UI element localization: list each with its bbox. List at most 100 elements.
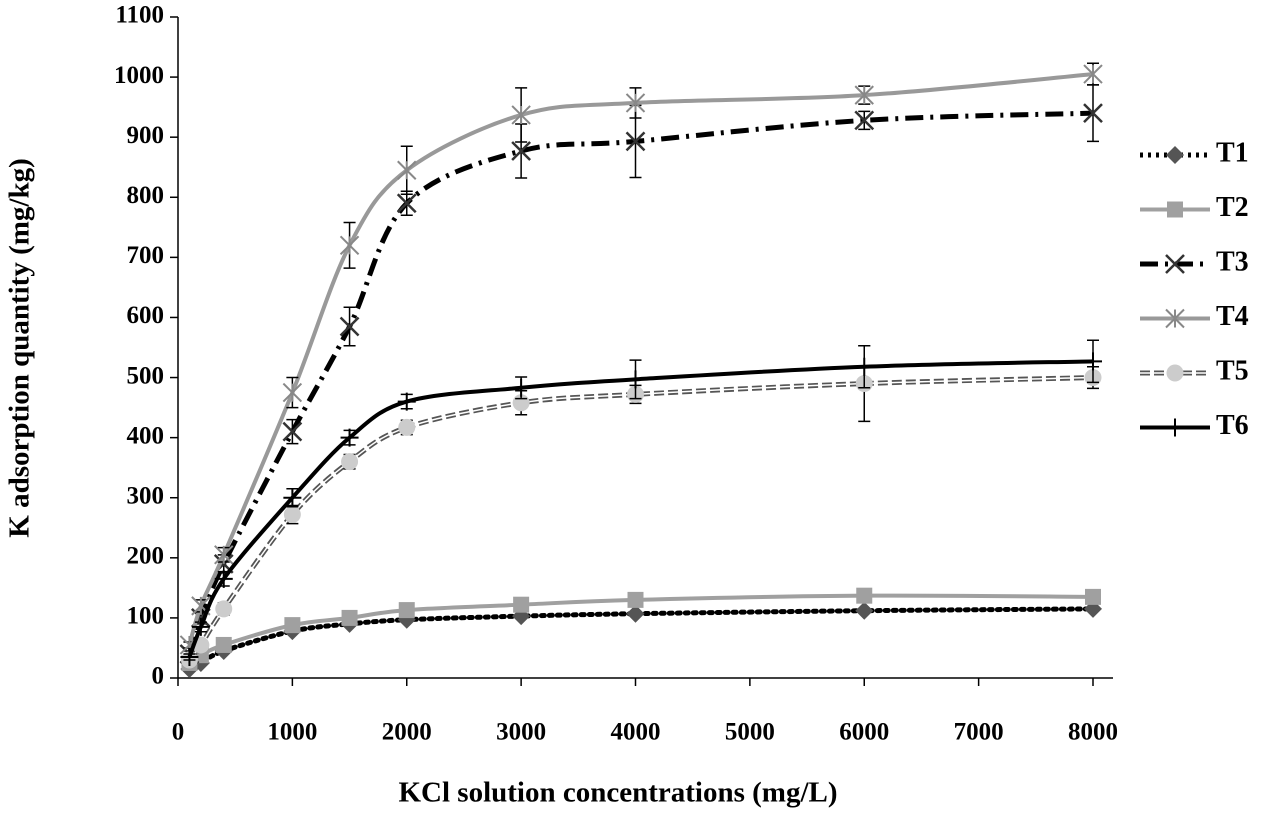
x-tick-label: 0 <box>172 719 185 746</box>
marker-part <box>627 591 644 608</box>
legend-label: T5 <box>1216 355 1249 386</box>
marker-part <box>341 453 359 471</box>
y-tick-label: 1100 <box>115 2 164 29</box>
marker-part <box>282 421 303 442</box>
series-line-inner <box>188 376 1094 661</box>
marker <box>625 131 646 152</box>
marker-part <box>283 506 301 524</box>
marker <box>855 357 874 376</box>
marker-part <box>215 600 233 618</box>
marker <box>398 602 415 619</box>
marker <box>854 110 875 131</box>
marker-part <box>1166 146 1184 164</box>
marker-part <box>626 370 645 389</box>
marker-part <box>397 392 416 411</box>
y-tick-label: 900 <box>127 122 165 149</box>
legend-label: T6 <box>1216 410 1249 441</box>
marker-part <box>626 604 645 623</box>
marker <box>512 378 531 397</box>
x-tick-label: 7000 <box>954 719 1004 746</box>
x-tick-label: 1000 <box>267 719 317 746</box>
y-tick-label: 600 <box>127 302 165 329</box>
marker-part <box>396 193 417 214</box>
marker <box>191 617 210 636</box>
marker <box>180 647 199 666</box>
x-tick-label: 3000 <box>496 719 546 746</box>
marker <box>1165 254 1185 274</box>
marker <box>341 453 359 471</box>
marker <box>1166 364 1184 382</box>
x-tick-label: 6000 <box>839 719 889 746</box>
marker-part <box>1085 588 1101 605</box>
marker <box>626 370 645 389</box>
marker <box>1084 352 1102 371</box>
marker <box>282 421 303 442</box>
marker-part <box>1166 418 1184 437</box>
y-tick-label: 1000 <box>114 62 164 89</box>
marker <box>340 428 359 447</box>
legend-label: T2 <box>1216 192 1249 223</box>
marker-part <box>1165 308 1185 329</box>
marker-part <box>1165 254 1185 274</box>
marker <box>627 591 644 608</box>
marker <box>396 193 417 214</box>
marker <box>626 604 645 623</box>
y-tick-label: 800 <box>127 182 165 209</box>
marker <box>513 596 530 613</box>
y-tick-label: 700 <box>127 242 165 269</box>
marker <box>1166 146 1184 164</box>
x-tick-label: 4000 <box>611 719 661 746</box>
marker-part <box>340 428 359 447</box>
marker-part <box>180 647 199 666</box>
marker-part <box>1166 364 1184 382</box>
marker <box>339 235 360 256</box>
marker <box>215 636 232 653</box>
marker <box>1165 308 1185 329</box>
marker-part <box>339 316 360 337</box>
marker-part <box>398 602 415 619</box>
marker-part <box>513 596 530 613</box>
marker <box>283 506 301 524</box>
y-tick-label: 0 <box>152 663 165 690</box>
y-axis-title: K adsorption quantity (mg/kg) <box>4 158 36 537</box>
marker-part <box>854 110 875 131</box>
marker <box>341 609 358 626</box>
marker <box>397 392 416 411</box>
marker <box>856 587 873 604</box>
marker <box>339 316 360 337</box>
series-line <box>187 375 1094 662</box>
marker-part <box>854 85 874 105</box>
marker-part <box>512 378 531 397</box>
marker <box>854 85 874 105</box>
marker-part <box>1083 103 1103 124</box>
marker-part <box>511 105 531 125</box>
marker-part <box>214 569 233 588</box>
marker <box>215 600 233 618</box>
marker-part <box>341 609 358 626</box>
marker-part <box>283 488 302 507</box>
legend-label: T3 <box>1216 246 1249 277</box>
series-line <box>186 606 1096 672</box>
marker-part <box>511 141 532 161</box>
marker <box>625 93 646 113</box>
marker-part <box>339 235 360 256</box>
series-line <box>187 110 1094 655</box>
y-tick-label: 200 <box>127 543 165 570</box>
y-tick-label: 400 <box>127 422 165 449</box>
marker-part <box>625 131 646 152</box>
y-tick-label: 300 <box>127 482 165 509</box>
marker <box>855 601 874 620</box>
marker-part <box>856 587 873 604</box>
marker <box>1167 201 1183 218</box>
marker <box>511 141 532 161</box>
legend-label: T4 <box>1216 301 1249 332</box>
marker-part <box>191 617 210 636</box>
marker <box>397 160 417 180</box>
marker <box>511 105 531 125</box>
marker <box>283 488 302 507</box>
marker <box>398 418 416 436</box>
x-tick-label: 8000 <box>1068 719 1118 746</box>
marker-part <box>855 601 874 620</box>
x-tick-label: 2000 <box>382 719 432 746</box>
